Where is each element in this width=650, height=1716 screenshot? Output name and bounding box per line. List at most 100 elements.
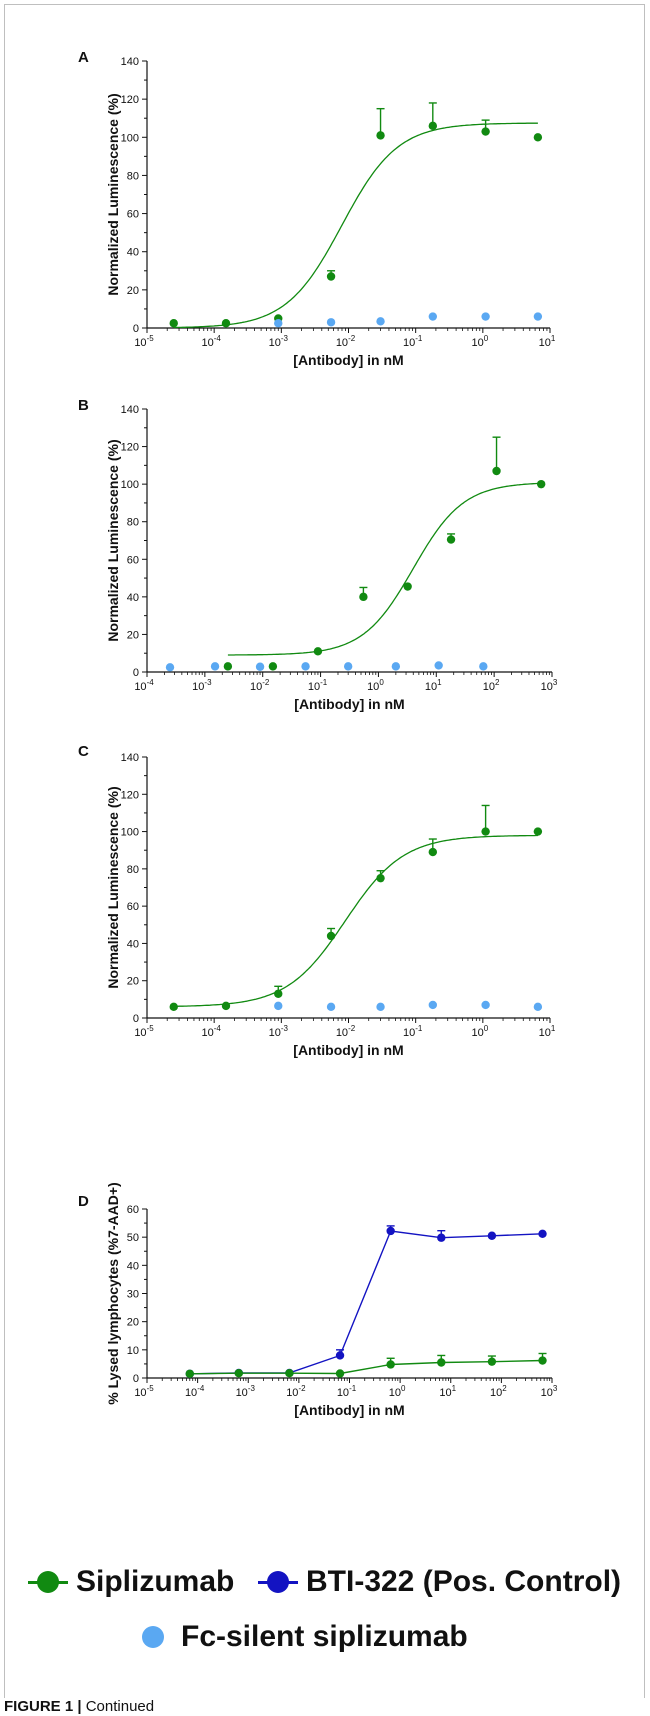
data-point-lightblue [326,1002,336,1012]
panel-a-chart: A 0 20 40 60 80 100 120 140 10-5 10-4 10-3 10-2 10-1 1… [78,49,556,368]
data-point-lightblue [481,312,490,321]
y-tick-label: 120 [121,789,139,801]
data-point-lightblue [481,1000,490,1010]
x-tick-label: 10-5 [134,334,154,349]
x-tick-label: 10-2 [286,1384,306,1399]
data-point-green [481,127,490,136]
x-tick-label: 10-3 [269,334,289,349]
data-point-green [538,1356,547,1365]
y-tick-label: 20 [127,976,139,988]
y-tick-label: 20 [127,285,139,297]
fit-curve-green [173,834,538,1007]
data-point-lightblue [343,662,353,671]
x-tick-label: 10-1 [403,334,423,349]
data-point-blue [335,1351,345,1360]
y-tick-label: 140 [121,404,139,416]
x-tick-label: 10-2 [250,678,270,693]
y-tick-label: 60 [127,209,139,221]
data-point-green [313,647,323,656]
data-point-green [221,1001,231,1011]
data-point-blue [487,1231,497,1240]
y-tick-label: 10 [127,1345,139,1357]
y-tick-label: 0 [133,1013,139,1025]
y-tick-label: 40 [127,592,139,604]
data-point-green [487,1357,497,1366]
y-tick-label: 0 [133,323,139,335]
caption-text: Continued [81,1698,155,1715]
legend-label-fc-silent: Fc-silent siplizumab [181,1620,468,1653]
y-axis-label: Normalized Luminescence (%) [105,439,121,641]
series-line-blue [189,1230,543,1375]
data-point-green [221,319,231,328]
data-point-green [268,662,278,671]
x-tick-label: 10-3 [269,1024,289,1039]
x-tick-label: 101 [439,1384,456,1399]
x-tick-label: 10-5 [134,1024,154,1039]
data-point-blue [437,1233,446,1242]
data-point-green [169,319,178,328]
y-axis-label: Normalized Luminescence (%) [105,786,121,988]
legend-label-bti322: BTI-322 (Pos. Control) [306,1565,622,1598]
y-tick-label: 40 [127,938,139,950]
data-point-lightblue [391,662,401,671]
panel-letter-c: C [78,743,89,760]
x-tick-label: 10-4 [201,1024,221,1039]
data-point-green [185,1369,194,1378]
y-tick-label: 60 [127,1204,139,1216]
x-tick-label: 103 [541,1384,558,1399]
x-tick-label: 10-1 [403,1024,423,1039]
data-point-blue [386,1226,395,1236]
x-tick-label: 10-4 [185,1384,205,1399]
fit-curve-green [173,122,538,329]
data-point-green [359,592,368,602]
x-tick-label: 10-3 [192,678,212,693]
y-axis-label: % Lysed lymphocytes (%7-AAD+) [105,1182,121,1404]
y-tick-label: 40 [127,247,139,259]
x-tick-label: 100 [367,678,384,693]
x-axis-label: [Antibody] in nM [293,1042,403,1058]
x-axis-label: [Antibody] in nM [294,1402,404,1418]
data-point-green [285,1369,294,1378]
data-point-lightblue [274,319,283,328]
figure-caption: FIGURE 1 | Continued [4,1698,154,1715]
y-tick-label: 0 [133,1373,139,1385]
data-point-green [376,873,385,883]
y-tick-label: 100 [121,132,139,144]
data-point-lightblue [533,312,543,321]
data-point-green [428,847,438,857]
figure-frame [4,4,645,1698]
data-point-lightblue [428,312,438,321]
data-point-green [533,827,543,836]
data-point-green [446,535,456,544]
x-tick-label: 100 [471,334,488,349]
data-point-green [481,827,490,836]
data-point-green [492,466,501,476]
panel-letter-a: A [78,49,89,66]
data-point-green [536,479,546,489]
x-tick-label: 10-4 [134,678,154,693]
data-point-green [169,1002,178,1012]
y-tick-label: 140 [121,56,139,68]
data-point-lightblue [428,1000,438,1010]
legend-label-siplizumab: Siplizumab [76,1565,235,1598]
x-tick-label: 10-2 [336,334,356,349]
data-point-lightblue [376,317,385,326]
y-tick-label: 120 [121,94,139,106]
series-line-green [189,1359,543,1375]
panel-d-chart: D 0 10 20 30 40 50 60 10-5 10-4 10-3 10-2 10-1 100 101… [78,1182,558,1418]
x-tick-label: 103 [541,678,558,693]
x-tick-label: 100 [389,1384,406,1399]
y-tick-label: 80 [127,517,139,529]
y-tick-label: 50 [127,1232,139,1244]
fit-curve-green [227,482,542,656]
data-point-lightblue [434,661,443,670]
panel-c-chart: C 0 20 40 60 80 100 120 140 10-5 10-4 10-3 10-2 10-1 1… [78,743,556,1058]
data-point-lightblue [533,1002,543,1012]
x-tick-label: 101 [425,678,442,693]
data-point-lightblue [376,1002,385,1012]
y-tick-label: 20 [127,1317,139,1329]
x-axis-label: [Antibody] in nM [293,352,403,368]
y-axis-label: Normalized Luminescence (%) [105,93,121,295]
legend-item-bti322: BTI-322 (Pos. Control) [258,1565,621,1599]
data-point-green [326,272,336,281]
